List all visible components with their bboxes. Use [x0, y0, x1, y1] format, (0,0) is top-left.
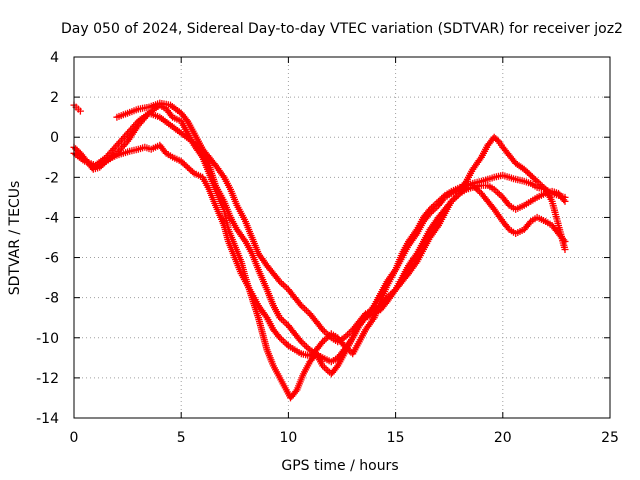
- x-tick-label: 10: [279, 430, 297, 446]
- chart-title: Day 050 of 2024, Sidereal Day-to-day VTE…: [61, 21, 623, 37]
- series-5: [70, 101, 84, 115]
- x-tick-label: 0: [70, 430, 79, 446]
- y-tick-label: -14: [36, 411, 59, 427]
- y-tick-label: -6: [45, 251, 59, 267]
- y-tick-label: 0: [50, 130, 59, 146]
- y-tick-label: -4: [45, 210, 59, 226]
- y-tick-label: 4: [50, 50, 59, 66]
- data-markers: [70, 99, 569, 402]
- y-tick-label: -8: [45, 291, 59, 307]
- y-tick-labels: -14 -12 -10 -8 -6 -4 -2 0 2 4: [36, 50, 59, 427]
- x-tick-label: 15: [387, 430, 405, 446]
- y-tick-label: -12: [36, 371, 59, 387]
- x-tick-label: 25: [601, 430, 619, 446]
- y-axis-label: SDTVAR / TECUs: [7, 181, 23, 296]
- y-tick-label: -2: [45, 170, 59, 186]
- y-tick-label: 2: [50, 90, 59, 106]
- x-tick-label: 5: [177, 430, 186, 446]
- x-axis-label: GPS time / hours: [281, 458, 398, 474]
- y-tick-label: -10: [36, 331, 59, 347]
- plot-frame: [73, 56, 611, 419]
- x-tick-labels: 0 5 10 15 20 25: [70, 430, 619, 446]
- x-tick-label: 20: [494, 430, 512, 446]
- series-markers: [70, 101, 84, 115]
